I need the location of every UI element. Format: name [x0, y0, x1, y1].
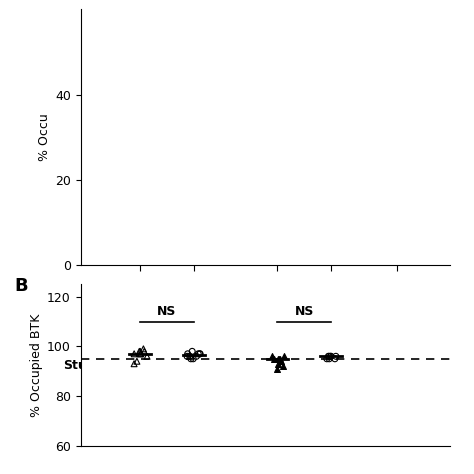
Text: NS: NS: [157, 305, 177, 318]
Point: [143, 353, 151, 360]
Text: AC: AC: [268, 287, 287, 300]
Y-axis label: % Occupied BTK: % Occupied BTK: [30, 313, 43, 417]
Point: [137, 350, 144, 357]
Point: [184, 350, 191, 357]
Point: [196, 350, 204, 357]
Point: [186, 353, 193, 360]
Point: [188, 347, 196, 355]
Point: [194, 350, 202, 357]
Text: MCL: MCL: [383, 329, 410, 342]
Point: [323, 355, 330, 363]
Point: [268, 353, 276, 360]
Point: [140, 345, 147, 353]
Point: [273, 365, 281, 373]
Text: NS: NS: [294, 305, 314, 318]
Point: [325, 353, 332, 360]
Point: [331, 355, 338, 363]
Point: [183, 353, 191, 360]
Text: BE: BE: [158, 359, 176, 372]
Point: [326, 355, 333, 363]
Point: [140, 347, 148, 355]
Text: LY-004: LY-004: [390, 364, 421, 396]
Point: [190, 355, 197, 363]
Point: [325, 353, 333, 360]
Point: [277, 357, 285, 365]
Point: [133, 357, 141, 365]
Point: [275, 355, 283, 363]
Point: [327, 353, 335, 360]
Text: B: B: [14, 277, 28, 295]
Point: [130, 350, 138, 357]
Point: [280, 363, 287, 370]
Point: [332, 353, 340, 360]
Text: Healthy volunteers: Healthy volunteers: [104, 329, 230, 342]
Point: [270, 355, 277, 363]
Point: [137, 350, 145, 357]
Point: [196, 350, 203, 357]
Text: Study:: Study:: [63, 359, 109, 372]
Text: CL-001: CL-001: [250, 364, 284, 398]
Text: Patients with: CLL: Patients with: CLL: [246, 329, 366, 342]
Point: [137, 347, 144, 355]
Point: [192, 353, 200, 360]
Point: [187, 355, 195, 363]
Text: 15-H-0016: 15-H-0016: [340, 364, 389, 412]
Y-axis label: % Occu: % Occu: [38, 114, 51, 161]
Point: [327, 353, 335, 360]
Text: AC: AC: [184, 287, 203, 300]
Text: CL-003: CL-003: [304, 364, 338, 398]
Point: [274, 360, 282, 367]
Point: [274, 355, 282, 363]
Text: AC: AC: [322, 287, 340, 300]
Point: [280, 353, 288, 360]
Point: [276, 355, 283, 363]
Text: AC: AC: [387, 287, 406, 300]
Point: [136, 347, 143, 355]
Point: [130, 360, 138, 367]
Text: AT: AT: [132, 287, 149, 300]
